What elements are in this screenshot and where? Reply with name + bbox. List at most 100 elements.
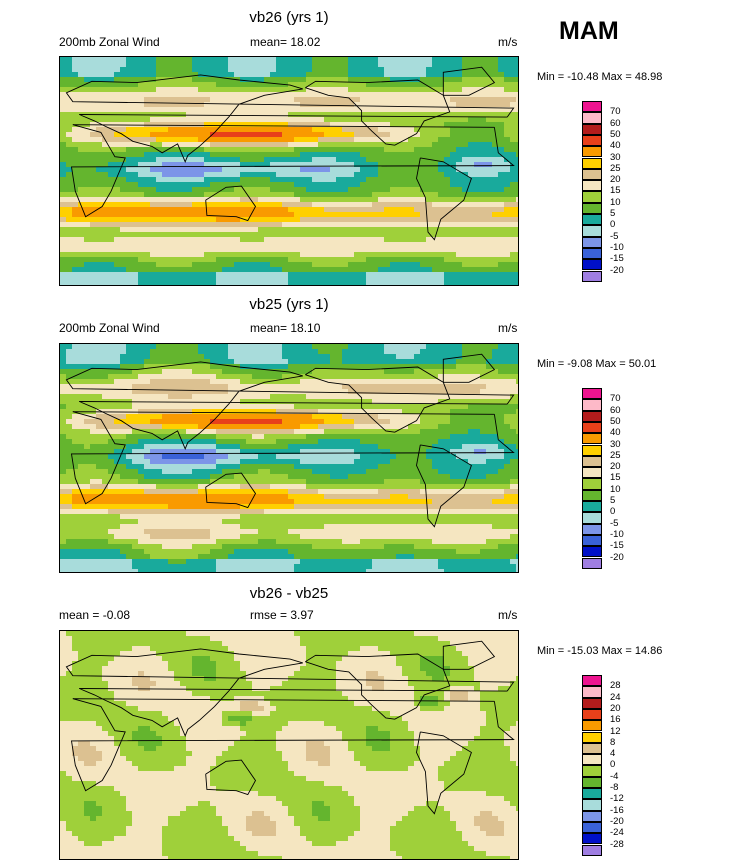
contour-cell xyxy=(78,177,85,183)
colorbar-swatch xyxy=(582,259,602,271)
contour-cell xyxy=(60,262,67,268)
contour-cell xyxy=(84,374,91,380)
contour-cell xyxy=(474,127,481,133)
contour-cell xyxy=(354,374,361,380)
contour-cell xyxy=(348,127,355,133)
contour-cell xyxy=(492,187,499,193)
contour-cell xyxy=(498,232,505,238)
contour-cell xyxy=(96,374,103,380)
contour-cell xyxy=(216,379,223,385)
contour-cell xyxy=(276,112,283,118)
contour-cell xyxy=(456,157,463,163)
contour-cell xyxy=(210,384,217,390)
contour-cell xyxy=(480,379,487,385)
contour-cell xyxy=(78,394,85,400)
contour-cell xyxy=(444,384,451,390)
contour-cell xyxy=(306,354,313,360)
contour-cell xyxy=(174,97,181,103)
contour-cell xyxy=(126,57,133,63)
contour-cell xyxy=(258,222,265,228)
contour-cell xyxy=(300,349,307,355)
contour-cell xyxy=(384,227,391,233)
contour-cell xyxy=(510,77,517,83)
contour-cell xyxy=(396,267,403,273)
contour-cell xyxy=(276,72,283,78)
contour-cell xyxy=(186,384,193,390)
contour-cell xyxy=(420,212,427,218)
contour-cell xyxy=(408,117,415,123)
contour-cell xyxy=(360,192,367,198)
contour-cell xyxy=(222,132,229,138)
contour-cell xyxy=(228,227,235,233)
contour-cell xyxy=(174,72,181,78)
contour-cell xyxy=(492,167,499,173)
contour-cell xyxy=(300,277,307,283)
contour-cell xyxy=(234,127,241,133)
contour-cell xyxy=(498,404,505,410)
contour-cell xyxy=(126,167,133,173)
contour-cell xyxy=(318,72,325,78)
contour-cell xyxy=(306,187,313,193)
contour-cell xyxy=(468,354,475,360)
contour-cell xyxy=(228,157,235,163)
contour-cell xyxy=(264,212,271,218)
contour-cell xyxy=(126,374,133,380)
contour-cell xyxy=(78,262,85,268)
contour-cell xyxy=(216,172,223,178)
contour-cell xyxy=(336,414,343,420)
contour-cell xyxy=(432,232,439,238)
contour-cell xyxy=(444,92,451,98)
contour-cell xyxy=(234,379,241,385)
contour-cell xyxy=(306,67,313,73)
contour-cell xyxy=(90,374,97,380)
contour-cell xyxy=(366,182,373,188)
contour-cell xyxy=(378,272,385,278)
contour-cell xyxy=(444,272,451,278)
contour-cell xyxy=(402,349,409,355)
contour-cell xyxy=(240,414,247,420)
contour-cell xyxy=(348,57,355,63)
contour-cell xyxy=(444,429,451,435)
contour-cell xyxy=(348,409,355,415)
contour-cell xyxy=(414,147,421,153)
contour-cell xyxy=(252,247,259,253)
contour-cell xyxy=(276,247,283,253)
contour-cell xyxy=(318,252,325,258)
contour-cell xyxy=(420,112,427,118)
contour-cell xyxy=(276,429,283,435)
contour-cell xyxy=(96,67,103,73)
contour-cell xyxy=(474,107,481,113)
contour-cell xyxy=(264,172,271,178)
contour-cell xyxy=(174,57,181,63)
contour-cell xyxy=(444,277,451,283)
contour-cell xyxy=(402,232,409,238)
contour-cell xyxy=(444,359,451,365)
contour-cell xyxy=(120,72,127,78)
contour-cell xyxy=(312,212,319,218)
contour-cell xyxy=(108,202,115,208)
contour-cell xyxy=(294,107,301,113)
contour-cell xyxy=(504,429,511,435)
contour-cell xyxy=(246,374,253,380)
contour-cell xyxy=(492,117,499,123)
contour-cell xyxy=(102,97,109,103)
contour-cell xyxy=(246,72,253,78)
contour-cell xyxy=(204,217,211,223)
contour-cell xyxy=(252,117,259,123)
contour-cell xyxy=(456,187,463,193)
contour-cell xyxy=(504,227,511,233)
contour-cell xyxy=(396,272,403,278)
contour-cell xyxy=(174,122,181,128)
contour-cell xyxy=(276,349,283,355)
contour-cell xyxy=(102,272,109,278)
contour-cell xyxy=(408,354,415,360)
contour-cell xyxy=(216,67,223,73)
contour-cell xyxy=(66,429,73,435)
contour-cell xyxy=(174,107,181,113)
contour-cell xyxy=(384,67,391,73)
contour-cell xyxy=(462,429,469,435)
contour-cell xyxy=(174,272,181,278)
contour-cell xyxy=(168,72,175,78)
contour-cell xyxy=(330,232,337,238)
contour-cell xyxy=(96,369,103,375)
